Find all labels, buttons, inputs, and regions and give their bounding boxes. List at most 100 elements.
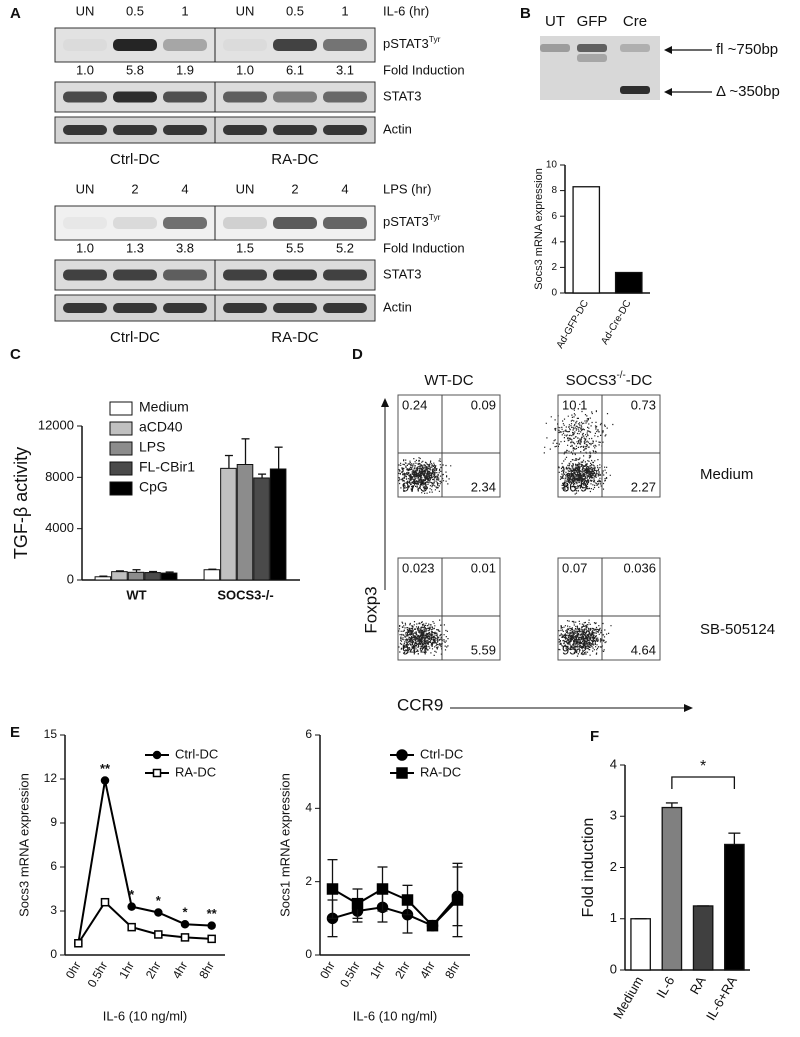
gel-lane: Cre	[623, 13, 647, 30]
group-label: RA-DC	[271, 151, 319, 168]
lane-label: 0.5	[286, 3, 304, 18]
y-tick-label: 10	[546, 160, 558, 171]
marker	[100, 776, 110, 785]
y-tick-label: 8	[551, 185, 557, 196]
band	[163, 269, 207, 281]
band	[273, 125, 317, 135]
y-tick-label: 2	[305, 874, 312, 888]
marker	[451, 894, 464, 906]
band	[323, 217, 367, 229]
band	[223, 125, 267, 135]
x-tick-label: 0.5hr	[85, 959, 111, 990]
quadrant-value: 5.59	[471, 642, 496, 657]
significance-label: *	[129, 887, 135, 902]
panel-label: F	[590, 728, 599, 745]
text-part: -DC	[626, 372, 653, 389]
fold-value: 1.0	[236, 62, 254, 77]
arrow-head	[381, 398, 389, 407]
fold-label: Fold Induction	[383, 240, 465, 255]
axis-label: CCR9	[397, 695, 443, 714]
marker	[127, 922, 136, 932]
significance-bracket	[671, 776, 736, 789]
x-tick-label: 8hr	[442, 959, 463, 981]
band	[113, 91, 157, 103]
fold-value: 1.9	[176, 62, 194, 77]
legend-swatch	[109, 421, 133, 436]
bar	[94, 576, 112, 581]
bar	[630, 918, 651, 971]
bar	[111, 571, 128, 581]
y-tick-label: 6	[50, 859, 57, 873]
x-tick-label: Ad-GFP-DC	[555, 298, 591, 350]
legend-marker	[152, 768, 162, 778]
band	[223, 39, 267, 51]
fold-value: 3.1	[336, 62, 354, 77]
band	[323, 39, 367, 51]
lane-label: 4	[181, 181, 188, 196]
fold-value: 5.8	[126, 62, 144, 77]
significance-label: **	[100, 761, 111, 776]
band	[323, 303, 367, 313]
band	[223, 269, 267, 281]
y-tick-label: 8000	[45, 469, 74, 484]
x-tick-label: 1hr	[367, 959, 388, 981]
bar	[127, 571, 145, 581]
gel-band	[540, 44, 570, 52]
x-axis-label: IL-6 (10 ng/ml)	[103, 1008, 188, 1023]
x-tick-label: 0hr	[317, 959, 338, 981]
panel-label: B	[520, 5, 531, 22]
lane-label: 1	[181, 3, 188, 18]
y-tick-label: 4	[305, 801, 312, 815]
marker	[74, 939, 83, 948]
band	[163, 39, 207, 51]
dot-cloud	[543, 403, 614, 495]
quadrant-value: 95.2	[562, 642, 587, 657]
bar	[203, 569, 221, 581]
panel-label: E	[10, 724, 20, 741]
x-tick-label: 4hr	[170, 959, 191, 981]
band	[63, 91, 107, 103]
x-tick-label: 8hr	[196, 959, 217, 981]
group-label: RA-DC	[271, 329, 319, 346]
axis-label: Foxp3	[361, 586, 380, 633]
quadrant-value: 0.036	[623, 560, 656, 575]
band	[273, 269, 317, 281]
fold-value: 6.1	[286, 62, 304, 77]
y-tick-label: 3	[610, 808, 617, 823]
panel-label: D	[352, 346, 363, 363]
x-tick-label: IL-6	[653, 974, 677, 1001]
quadrant-value: 0.73	[631, 397, 656, 412]
y-tick-label: 12	[44, 771, 58, 785]
marker	[207, 921, 216, 930]
marker	[401, 894, 414, 906]
gel-band	[620, 44, 650, 52]
band	[63, 217, 107, 229]
legend-marker	[396, 767, 408, 779]
legend-label: Ctrl-DC	[420, 746, 463, 761]
text-part: Tyr	[429, 212, 441, 222]
gel-lane: GFP	[577, 13, 608, 30]
group-label: Ctrl-DC	[110, 151, 160, 168]
y-tick-label: 4	[610, 756, 617, 771]
fold-value: 5.5	[286, 240, 304, 255]
y-tick-label: 3	[50, 903, 57, 917]
x-tick-label: WT	[126, 587, 146, 602]
bar	[614, 271, 643, 294]
legend-label: Ctrl-DC	[175, 746, 218, 761]
y-axis-label: Socs3 mRNA expression	[16, 773, 31, 917]
bar	[144, 572, 161, 581]
quadrant-value: 86.9	[562, 479, 587, 494]
fold-value: 3.8	[176, 240, 194, 255]
x-tick-label: IL-6+RA	[703, 973, 740, 1022]
lane-label: 0.5	[126, 3, 144, 18]
dot-cloud	[398, 619, 449, 656]
x-tick-label: 2hr	[143, 959, 164, 981]
y-tick-label: 2	[610, 859, 617, 874]
text-part: SOCS3	[566, 372, 617, 389]
significance-label: *	[156, 893, 162, 908]
marker	[426, 919, 439, 932]
y-axis-label: Fold induction	[580, 818, 597, 918]
lane-label: UN	[76, 181, 95, 196]
band	[63, 269, 107, 281]
lane-label: UN	[236, 3, 255, 18]
